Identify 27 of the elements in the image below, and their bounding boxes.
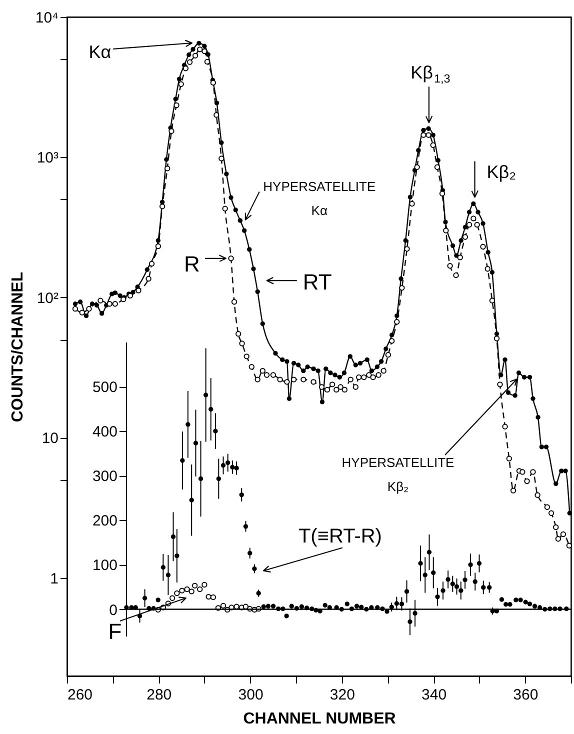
y-tick-label: 100 — [92, 557, 118, 574]
y-axis-title: COUNTS/CHANNEL — [9, 272, 26, 422]
annotation: HYPERSATELLITE Kα — [263, 178, 376, 218]
annotation: HYPERSATELLITE Kβ₂ — [342, 455, 455, 494]
annotation: T(≡RT-R) — [298, 526, 382, 548]
y-tick-label: 10³ — [36, 150, 58, 167]
y-tick-label: 500 — [92, 379, 118, 396]
y-tick-label: 300 — [92, 468, 118, 486]
x-axis-title: CHANNEL NUMBER — [243, 710, 396, 728]
y-tick-label: 1 — [50, 570, 58, 588]
y-tick-label: 200 — [92, 512, 118, 530]
annotation: R — [184, 251, 200, 276]
x-tick-label: 340 — [422, 686, 447, 704]
y-tick-label: 400 — [92, 424, 118, 441]
x-tick-label: 260 — [68, 686, 93, 704]
y-tick-label: 10² — [36, 290, 58, 307]
y-tick-label: 10 — [42, 430, 58, 448]
annotation: Kα — [88, 42, 112, 62]
x-tick-label: 360 — [513, 686, 538, 704]
x-tick-label: 320 — [330, 686, 355, 704]
y-tick-label: 10⁴ — [35, 10, 58, 26]
x-tick-label: 280 — [146, 686, 172, 704]
annotation: Kβ₂ — [486, 162, 516, 182]
x-tick-label: 300 — [238, 686, 264, 704]
annotation: F — [108, 619, 122, 644]
y-tick-label: 0 — [109, 602, 118, 619]
annotation: RT — [302, 270, 332, 295]
